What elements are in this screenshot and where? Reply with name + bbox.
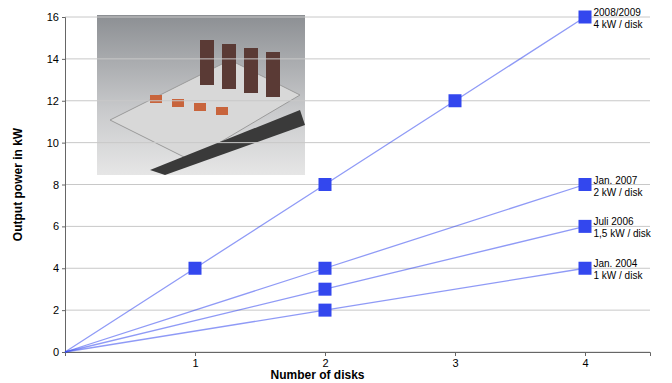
- series-marker: [319, 283, 332, 296]
- y-tick-mark: [62, 101, 65, 102]
- series-annotation: 2 kW / disk: [594, 187, 644, 198]
- grid-line: [65, 58, 650, 59]
- photo-part: [216, 107, 228, 115]
- series-marker: [189, 262, 202, 275]
- series-line: [65, 17, 585, 352]
- grid-line: [65, 268, 650, 269]
- y-tick: 6: [53, 220, 65, 232]
- y-tick: 12: [47, 95, 65, 107]
- photo-part: [194, 103, 206, 111]
- series-marker: [579, 262, 592, 275]
- y-tick-mark: [62, 185, 65, 186]
- x-tick-label: 4: [582, 357, 588, 369]
- x-tick-mark: [195, 352, 196, 356]
- x-tick-mark: [585, 352, 586, 356]
- series-marker: [319, 304, 332, 317]
- grid-line: [65, 184, 650, 185]
- photo-part: [150, 95, 162, 103]
- x-tick-label: 3: [452, 357, 458, 369]
- grid-line: [65, 310, 650, 311]
- y-tick: 0: [53, 346, 65, 358]
- y-tick-label: 12: [47, 95, 59, 107]
- y-tick: 14: [47, 53, 65, 65]
- y-tick-mark: [62, 352, 65, 353]
- grid-line: [65, 142, 650, 143]
- y-axis-line: [62, 18, 66, 353]
- y-axis: 0 2 4 6 8 10 12 14 16: [47, 11, 66, 358]
- series-annotation: 4 kW / disk: [594, 19, 644, 30]
- photo-disk: [200, 40, 214, 85]
- series-marker: [319, 262, 332, 275]
- x-axis-title: Number of disks: [270, 368, 364, 382]
- series-line: [65, 226, 585, 352]
- x-tick-label: 2: [322, 357, 328, 369]
- photo: [97, 15, 305, 175]
- photo-part: [172, 99, 184, 107]
- photo-background: [97, 15, 305, 175]
- series-name: Jan. 2004: [594, 258, 638, 269]
- y-axis-title: Output power in kW: [11, 127, 25, 241]
- y-tick-label: 8: [53, 179, 59, 191]
- y-tick: 4: [53, 262, 65, 274]
- y-tick-mark: [62, 17, 65, 18]
- y-tick-label: 16: [47, 11, 59, 23]
- x-tick: 1: [192, 352, 198, 369]
- y-tick: 10: [47, 137, 65, 149]
- series-marker: [579, 178, 592, 191]
- y-tick-label: 4: [53, 262, 59, 274]
- plot-marks: [65, 11, 592, 353]
- x-tick-mark: [325, 352, 326, 356]
- series-line: [65, 185, 585, 353]
- series-line: [65, 268, 585, 352]
- x-axis: 1 2 3 4: [66, 352, 651, 369]
- series-marker: [579, 220, 592, 233]
- series-marker: [319, 178, 332, 191]
- x-axis-line: [66, 353, 651, 357]
- y-tick-mark: [62, 268, 65, 269]
- series-marker: [579, 11, 592, 24]
- y-tick-label: 14: [47, 53, 59, 65]
- grid-line: [65, 100, 650, 101]
- chart: 12340246810121416Number of disksOutput p…: [0, 0, 672, 383]
- y-tick-mark: [62, 310, 65, 311]
- series-marker: [449, 94, 462, 107]
- y-tick-mark: [62, 59, 65, 60]
- y-tick-label: 6: [53, 220, 59, 232]
- series-annotation: 1 kW / disk: [594, 270, 644, 281]
- y-tick: 2: [53, 304, 65, 316]
- y-tick: 8: [53, 179, 65, 191]
- grid-line: [65, 226, 650, 227]
- y-tick-mark: [62, 143, 65, 144]
- photo-disk: [244, 48, 258, 93]
- series-name: Jan. 2007: [594, 175, 638, 186]
- x-tick-label: 1: [192, 357, 198, 369]
- series-name: 2008/2009: [594, 7, 642, 18]
- y-tick: 16: [47, 11, 65, 23]
- y-tick-mark: [62, 226, 65, 227]
- x-tick: 4: [582, 352, 588, 369]
- grid: [65, 17, 650, 352]
- series-annotation: 1,5 kW / disk: [594, 228, 652, 239]
- y-tick-label: 2: [53, 304, 59, 316]
- x-tick: 3: [452, 352, 458, 369]
- x-tick: 2: [322, 352, 328, 369]
- y-tick-label: 0: [53, 346, 59, 358]
- photo-disk: [222, 44, 236, 89]
- series-labels: 2008/20094 kW / disk Jan. 20072 kW / disk…: [594, 7, 652, 281]
- grid-line: [65, 17, 650, 18]
- series-name: Juli 2006: [594, 216, 634, 227]
- y-tick-label: 10: [47, 137, 59, 149]
- x-tick-mark: [455, 352, 456, 356]
